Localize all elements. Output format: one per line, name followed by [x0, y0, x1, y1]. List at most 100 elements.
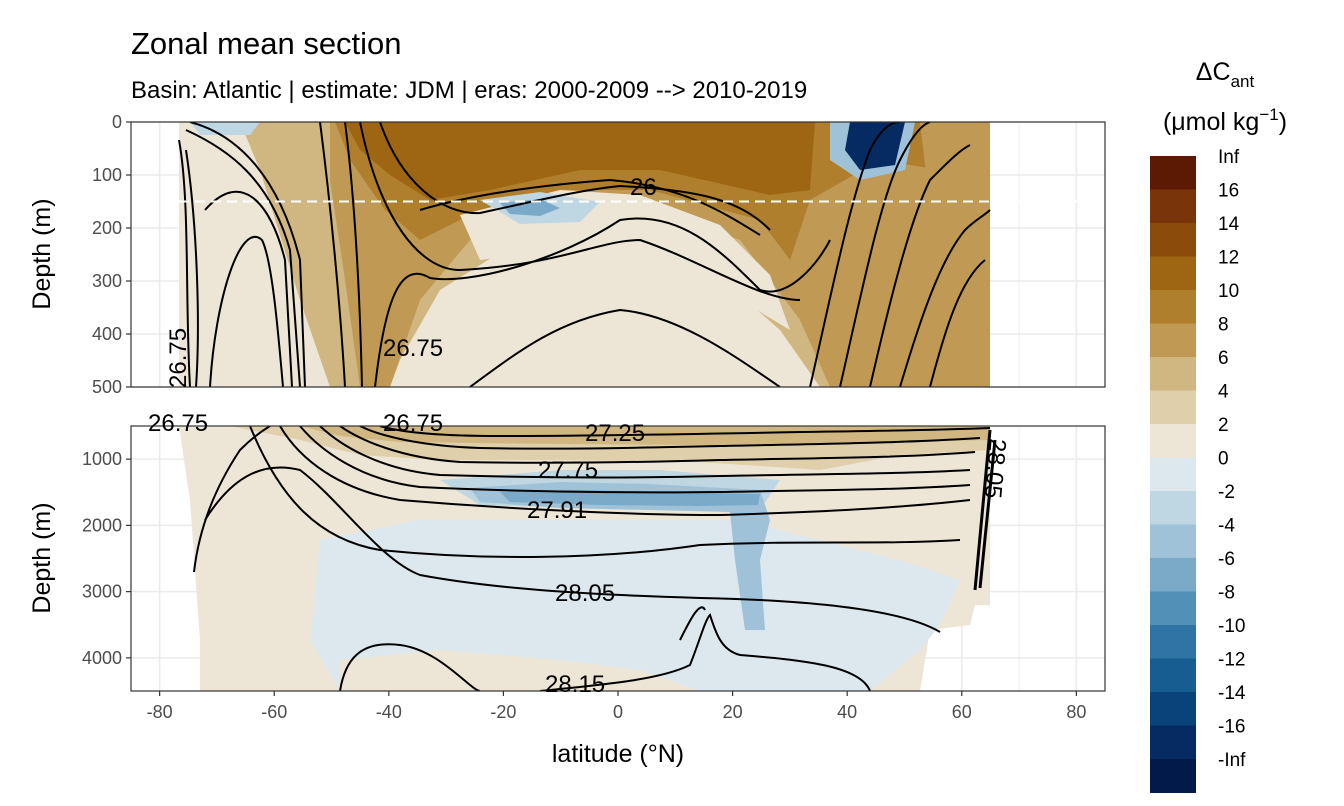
legend-label: 16 — [1218, 181, 1239, 202]
legend-label: 12 — [1218, 248, 1239, 269]
lower-panel-contours — [193, 426, 997, 691]
isopycnal-line — [193, 426, 271, 573]
isopycnal-line — [319, 122, 346, 387]
legend-color-swatch — [1150, 759, 1196, 793]
legend-label: 0 — [1218, 449, 1229, 470]
legend-label: 14 — [1218, 214, 1240, 235]
legend-label: -10 — [1218, 616, 1245, 637]
contour-label: 28.05 — [979, 437, 1011, 499]
field-band-north-blue-core-upper — [845, 122, 905, 170]
legend-title-main: ΔC — [1196, 58, 1231, 86]
chart-title: Zonal mean section — [131, 26, 402, 61]
isopycnal-line — [809, 122, 901, 387]
lower-panel: 26.75 26.75 27.25 27.75 27.91 28.05 28.1… — [130, 410, 1106, 698]
isopycnal-line — [319, 426, 971, 479]
legend-color-swatch — [1150, 189, 1196, 224]
legend-color-swatch — [1150, 457, 1196, 492]
isopycnal-line — [679, 606, 706, 641]
x-tick-label: 40 — [837, 702, 857, 722]
legend-color-swatch — [1150, 524, 1196, 559]
legend-color-swatch — [1150, 256, 1196, 291]
y-tick-label: 3000 — [82, 582, 122, 602]
isopycnal-line — [249, 426, 961, 558]
contour-label: 26.75 — [165, 328, 192, 388]
legend-title: ΔCant — [1196, 58, 1255, 91]
y-tick-label: 4000 — [82, 648, 122, 668]
isopycnal-line — [279, 426, 971, 517]
y-tick-label: 100 — [92, 165, 122, 185]
isopycnal-line — [379, 122, 771, 231]
isopycnal-line — [339, 426, 976, 464]
contour-label: 27.75 — [538, 457, 598, 484]
upper-panel: 26 26.75 26.75 — [130, 121, 1106, 388]
y-tick-label: 300 — [92, 271, 122, 291]
field-band-light-upper — [460, 190, 790, 330]
contour-label: 26.75 — [383, 335, 443, 362]
isopycnal-line — [359, 122, 801, 301]
x-tick-label: -20 — [490, 702, 516, 722]
legend-label: -Inf — [1218, 750, 1246, 771]
y-tick-label: 200 — [92, 218, 122, 238]
isopycnal-line — [185, 149, 199, 387]
legend-units-open: (μmol kg — [1163, 108, 1259, 136]
isopycnal-line — [189, 122, 306, 387]
isopycnal-line — [359, 426, 981, 450]
legend-color-swatch — [1150, 290, 1196, 324]
legend-color-swatch — [1150, 424, 1196, 458]
field-band-neg6-lower — [500, 490, 760, 506]
legend-label: Inf — [1218, 147, 1240, 168]
x-tick-label: -40 — [376, 702, 402, 722]
contour-label: 26 — [630, 174, 657, 201]
legend-label: 6 — [1218, 348, 1229, 369]
contour-label: 28.15 — [545, 671, 605, 698]
x-tick-label: 20 — [723, 702, 743, 722]
legend-color-swatch — [1150, 390, 1196, 425]
isopycnal-line — [344, 122, 363, 387]
legend-color-swatch — [1150, 725, 1196, 760]
legend-color-swatch — [1150, 591, 1196, 626]
legend-label: 2 — [1218, 415, 1229, 436]
isopycnal-line — [973, 429, 992, 591]
y-axis-title-lower: Depth (m) — [28, 502, 56, 613]
legend-label: -12 — [1218, 650, 1245, 671]
y-tick-label: 400 — [92, 324, 122, 344]
legend-units-sup: −1 — [1259, 105, 1278, 124]
legend-units-close: ) — [1279, 108, 1287, 136]
legend-color-swatch — [1150, 558, 1196, 592]
field-band-south-negative-upper — [190, 122, 260, 135]
isopycnal-line — [869, 144, 971, 387]
isopycnal-line — [185, 129, 301, 387]
isopycnal-line — [204, 466, 941, 633]
legend-label: -16 — [1218, 717, 1245, 738]
isopycnal-line — [839, 122, 931, 387]
field-band-10-12-upper — [345, 122, 815, 200]
legend-label: -14 — [1218, 683, 1246, 704]
isopycnal-line — [209, 236, 284, 387]
isopycnal-line — [339, 643, 481, 691]
legend-color-swatch — [1150, 491, 1196, 525]
y-tick-label: 2000 — [82, 515, 122, 535]
isopycnal-line — [178, 139, 191, 387]
isopycnal-line — [899, 209, 991, 387]
field-band-negative-lower — [310, 520, 960, 691]
legend-color-swatch — [1150, 357, 1196, 391]
legend-color-swatch — [1150, 323, 1196, 358]
legend-color-swatch — [1150, 223, 1196, 257]
x-tick-label: 60 — [952, 702, 972, 722]
legend-label: -6 — [1218, 549, 1235, 570]
y-tick-label: 500 — [92, 377, 122, 397]
field-band-northeast-upper — [920, 122, 990, 387]
legend-label: 4 — [1218, 382, 1229, 403]
upper-panel-contours — [178, 122, 991, 387]
x-tick-label: 80 — [1066, 702, 1086, 722]
legend-units: (μmol kg−1) — [1163, 105, 1287, 136]
upper-panel-border — [130, 121, 1106, 388]
legend-label: 8 — [1218, 315, 1229, 336]
isopycnal-line — [299, 426, 971, 494]
isopycnal-line — [379, 426, 991, 438]
y-tick-label: 1000 — [82, 449, 122, 469]
contour-label: 27.25 — [585, 420, 645, 447]
